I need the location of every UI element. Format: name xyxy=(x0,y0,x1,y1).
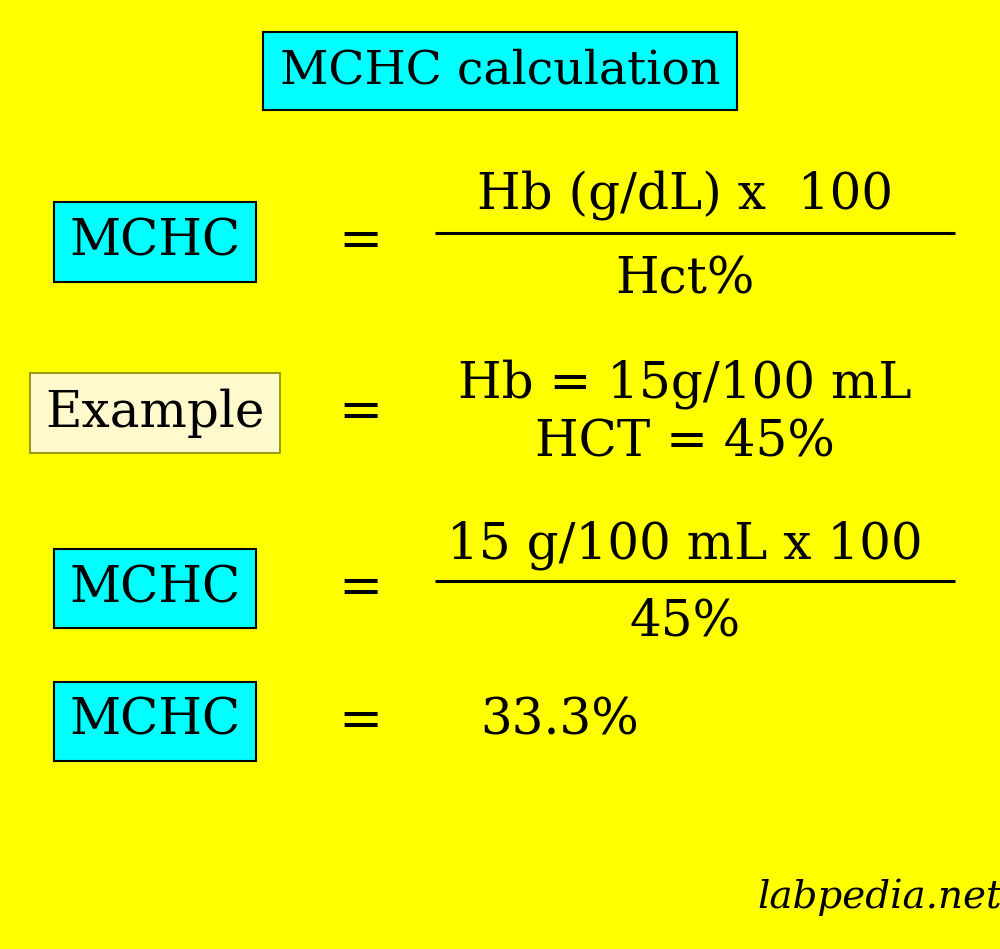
Text: MCHC: MCHC xyxy=(69,697,241,746)
Text: Hb (g/dL) x  100: Hb (g/dL) x 100 xyxy=(477,170,893,219)
Text: =: = xyxy=(338,387,382,438)
Text: 45%: 45% xyxy=(629,597,741,646)
Text: =: = xyxy=(338,216,382,268)
Text: 15 g/100 mL x 100: 15 g/100 mL x 100 xyxy=(447,521,923,570)
Text: =: = xyxy=(338,696,382,747)
Text: 33.3%: 33.3% xyxy=(481,697,639,746)
Text: labpedia.net: labpedia.net xyxy=(758,878,1000,916)
Text: MCHC calculation: MCHC calculation xyxy=(280,48,720,94)
Text: MCHC: MCHC xyxy=(69,564,241,613)
Text: Hb = 15g/100 mL: Hb = 15g/100 mL xyxy=(458,360,912,409)
Text: Example: Example xyxy=(45,388,265,437)
Text: Hct%: Hct% xyxy=(615,255,755,305)
Text: HCT = 45%: HCT = 45% xyxy=(535,417,835,466)
Text: MCHC: MCHC xyxy=(69,217,241,267)
Text: =: = xyxy=(338,563,382,614)
